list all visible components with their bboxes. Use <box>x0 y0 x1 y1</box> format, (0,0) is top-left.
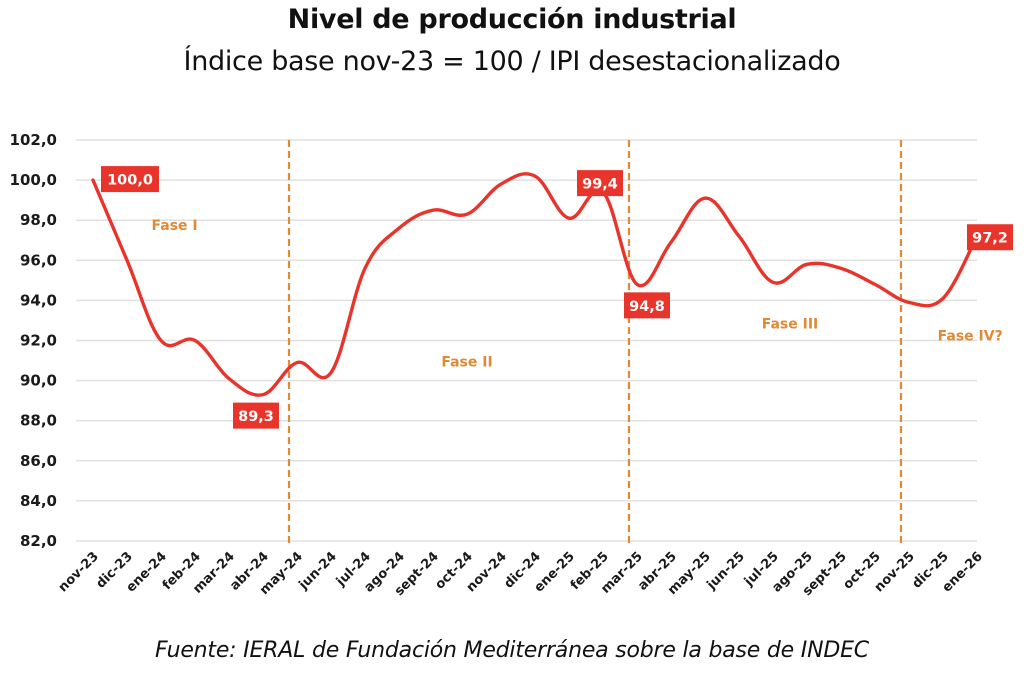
y-tick-label: 84,0 <box>20 492 57 510</box>
series-line <box>91 172 979 397</box>
data-label: 97,2 <box>972 231 1008 247</box>
data-label: 89,3 <box>238 409 274 425</box>
data-label-box <box>233 402 279 429</box>
y-tick-label: 94,0 <box>20 291 57 309</box>
phase-dividers <box>287 140 903 547</box>
phase-label: Fase IV? <box>938 329 1003 345</box>
data-labels: 100,0 89,3 99,4 94,8 97,2 <box>101 166 1013 429</box>
x-tick-label: nov-23 <box>56 549 102 595</box>
x-tick-label: jun-25 <box>704 549 748 593</box>
y-axis-ticks: 82,0 84,0 86,0 88,0 90,0 92,0 94,0 96,0 98,0 100,… <box>10 131 57 550</box>
gridlines <box>76 139 977 542</box>
data-label-box <box>624 292 670 319</box>
phase-label: Fase III <box>762 316 819 332</box>
phase-label: Fase II <box>441 355 492 371</box>
data-label-box <box>101 166 159 193</box>
y-tick-label: 102,0 <box>10 131 57 149</box>
chart-subtitle: Índice base nov-23 = 100 / IPI desestaci… <box>183 46 841 77</box>
y-tick-label: 100,0 <box>10 171 57 189</box>
data-label: 94,8 <box>629 299 665 315</box>
data-label: 99,4 <box>582 177 618 193</box>
y-tick-label: 82,0 <box>20 532 57 550</box>
chart-title: Nivel de producción industrial <box>287 4 737 35</box>
y-tick-label: 96,0 <box>20 251 57 269</box>
y-tick-label: 98,0 <box>20 211 57 229</box>
phase-labels: Fase I Fase II Fase III Fase IV? <box>152 218 1003 370</box>
y-tick-label: 92,0 <box>20 332 57 350</box>
source-note: Fuente: IERAL de Fundación Mediterránea … <box>155 638 869 663</box>
y-tick-label: 88,0 <box>20 412 57 430</box>
x-tick-label: jun-24 <box>296 549 340 593</box>
series-line-group <box>91 172 979 397</box>
x-axis-ticks: nov-23dic-23ene-24feb-24mar-24abr-24may-… <box>56 549 986 599</box>
data-label-box <box>577 170 623 197</box>
y-tick-label: 86,0 <box>20 452 57 470</box>
phase-label: Fase I <box>152 218 198 234</box>
data-label-box <box>967 224 1013 251</box>
data-label: 100,0 <box>107 173 153 189</box>
y-tick-label: 90,0 <box>20 372 57 390</box>
